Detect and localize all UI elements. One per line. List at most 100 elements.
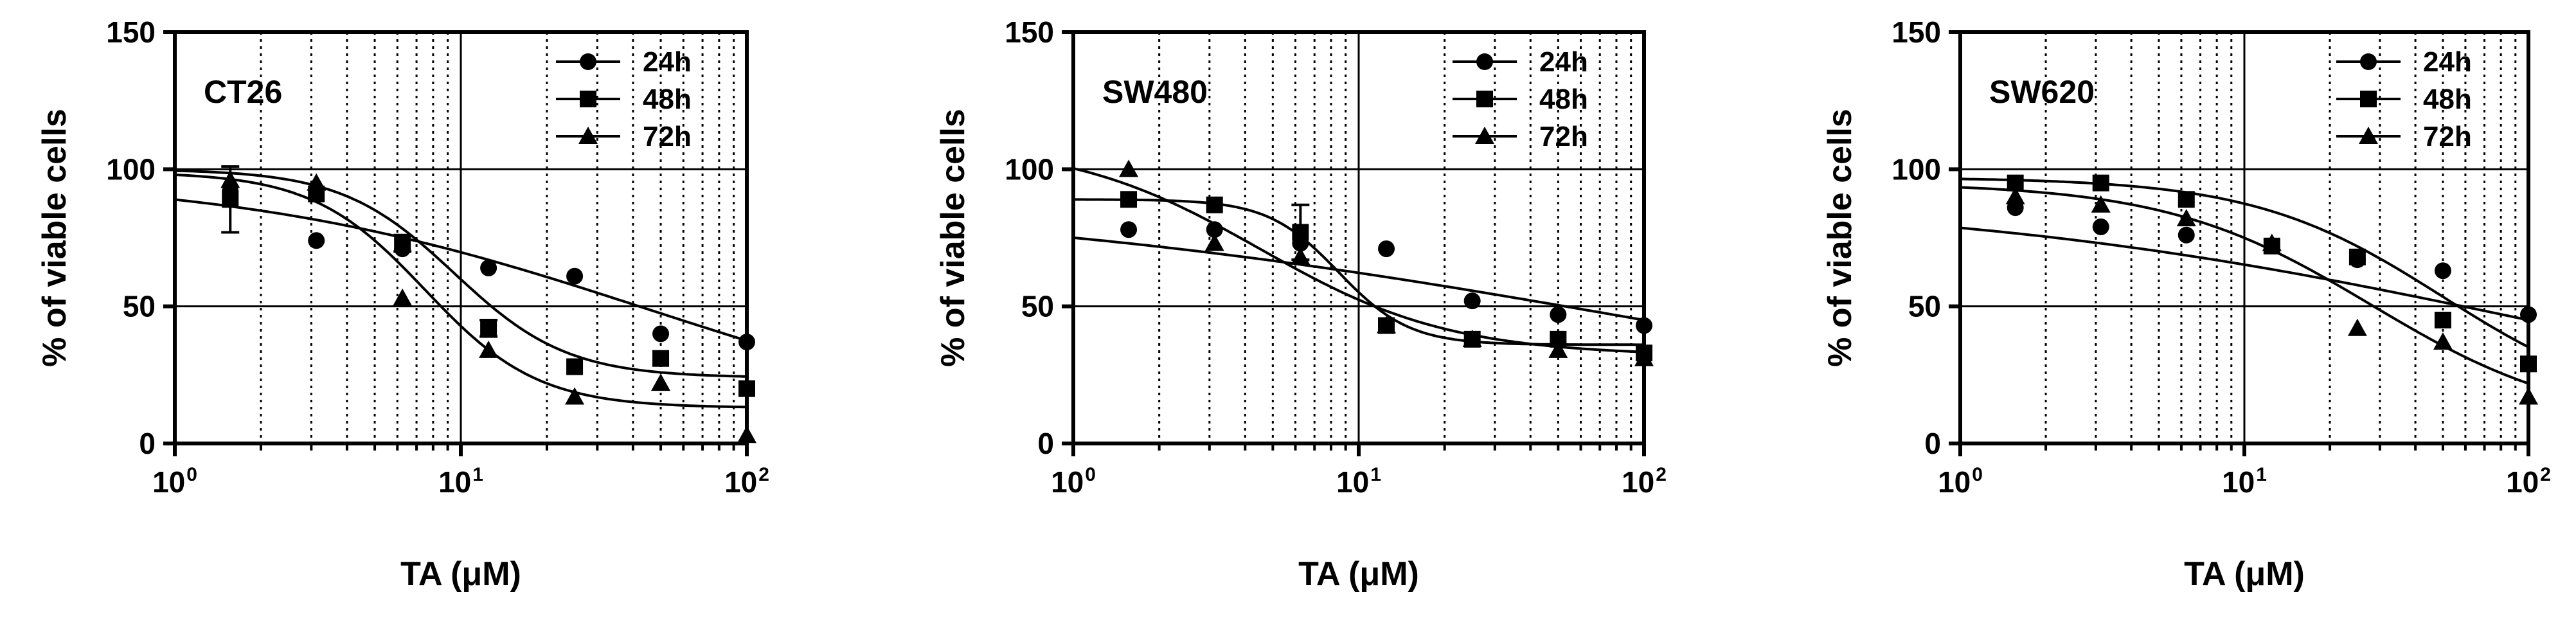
- panel-sw480: 0 50 100 150 100 101 102 TA (μM) % of viable cel…: [935, 15, 1667, 593]
- data-point-72h: [1377, 316, 1397, 334]
- data-point-48h: [1292, 224, 1309, 241]
- x-tick-label: 102: [2506, 464, 2551, 499]
- panel-title: SW480: [1102, 74, 1208, 110]
- legend-marker-24h: [1476, 53, 1493, 70]
- panel-title: SW620: [1989, 74, 2095, 110]
- x-tick-label: 101: [1336, 464, 1381, 499]
- data-point-48h: [222, 191, 239, 208]
- data-point-48h: [2348, 248, 2366, 265]
- legend-label: 48h: [1539, 84, 1588, 115]
- data-point-24h: [308, 232, 325, 249]
- data-point-24h: [480, 259, 497, 276]
- data-point-72h: [1462, 329, 1482, 347]
- legend-label: 48h: [2423, 84, 2472, 115]
- data-point-48h: [652, 350, 670, 367]
- data-point-24h: [1206, 221, 1223, 238]
- y-axis-label: % of viable cells: [36, 109, 73, 367]
- legend-label: 72h: [1539, 121, 1588, 152]
- legend-label: 72h: [2423, 121, 2472, 152]
- data-point-24h: [566, 267, 584, 285]
- data-point-24h: [2434, 262, 2451, 280]
- y-tick-label: 150: [106, 15, 156, 49]
- data-point-24h: [738, 334, 755, 351]
- data-point-72h: [1204, 233, 1224, 251]
- y-tick-label: 0: [1924, 427, 1941, 460]
- data-point-24h: [1550, 306, 1567, 323]
- x-tick-label: 102: [1622, 464, 1667, 499]
- legend-marker-48h: [580, 91, 596, 107]
- data-point-48h: [2520, 355, 2537, 373]
- y-tick-label: 0: [139, 427, 156, 460]
- legend-marker-48h: [2360, 91, 2377, 107]
- data-point-72h: [565, 387, 585, 405]
- fit-curve-72h: [174, 173, 747, 409]
- data-point-72h: [2005, 187, 2025, 204]
- data-point-48h: [738, 380, 755, 397]
- data-point-72h: [220, 170, 240, 188]
- y-tick-label: 50: [1021, 290, 1054, 323]
- y-tick-label: 100: [106, 152, 156, 186]
- legend-marker-24h: [580, 53, 596, 70]
- fit-curve-72h: [1960, 186, 2529, 385]
- data-point-72h: [307, 173, 326, 191]
- x-tick-label: 100: [1051, 464, 1096, 499]
- data-point-72h: [2176, 209, 2196, 227]
- data-point-72h: [737, 425, 756, 443]
- fit-curve-24h: [174, 198, 747, 343]
- data-point-48h: [394, 235, 411, 252]
- data-point-48h: [2092, 174, 2109, 192]
- data-point-72h: [2262, 233, 2282, 251]
- legend: 24h 48h 72h: [1453, 46, 1588, 152]
- x-axis-label: TA (μM): [2184, 555, 2305, 593]
- legend-marker-24h: [2360, 53, 2377, 70]
- panel-ct26: 0 50 100 150 100 101 102 TA (μM) % of viable cel…: [36, 15, 769, 593]
- y-tick-label: 50: [123, 290, 156, 323]
- x-axis-label: TA (μM): [1298, 555, 1419, 593]
- x-tick-label: 101: [438, 464, 483, 499]
- fit-curve-24h: [1073, 236, 1645, 321]
- data-point-48h: [566, 358, 584, 375]
- data-point-72h: [2091, 195, 2111, 213]
- legend: 24h 48h 72h: [556, 46, 692, 152]
- fit-curve-72h: [1073, 166, 1645, 353]
- panel-sw620: 0 50 100 150 100 101 102 TA (μM) % of viable cel…: [1821, 15, 2551, 593]
- fit-curve-24h: [1960, 226, 2529, 321]
- y-axis-label: % of viable cells: [935, 109, 972, 367]
- legend-label: 24h: [643, 46, 692, 78]
- data-point-72h: [1548, 340, 1568, 358]
- data-point-24h: [1378, 240, 1395, 258]
- data-point-72h: [479, 340, 499, 358]
- legend-label: 24h: [2423, 46, 2472, 78]
- data-point-72h: [2433, 332, 2453, 350]
- data-point-48h: [1120, 191, 1138, 208]
- x-tick-label: 100: [1938, 464, 1983, 499]
- data-point-72h: [651, 373, 671, 391]
- legend-marker-72h: [2359, 127, 2378, 144]
- y-tick-label: 100: [1005, 152, 1054, 186]
- y-axis-label: % of viable cells: [1821, 109, 1859, 367]
- y-tick-label: 100: [1892, 152, 1941, 186]
- y-tick-label: 50: [1908, 290, 1941, 323]
- data-point-48h: [2434, 312, 2451, 328]
- x-axis-label: TA (μM): [400, 555, 521, 593]
- data-point-72h: [2519, 387, 2538, 405]
- data-point-72h: [393, 288, 413, 306]
- legend-marker-72h: [1475, 127, 1494, 144]
- data-point-24h: [1463, 292, 1481, 310]
- data-point-72h: [1119, 159, 1139, 177]
- x-tick-label: 100: [152, 464, 197, 499]
- fit-curve-48h: [1960, 177, 2529, 348]
- data-point-48h: [480, 319, 497, 337]
- data-point-72h: [1291, 247, 1310, 265]
- data-point-24h: [1120, 221, 1138, 238]
- legend-label: 72h: [643, 121, 692, 152]
- y-tick-label: 150: [1005, 15, 1054, 49]
- data-point-24h: [652, 325, 670, 343]
- y-tick-label: 150: [1892, 15, 1941, 49]
- y-tick-label: 0: [1037, 427, 1054, 460]
- data-point-24h: [2520, 306, 2537, 323]
- legend-marker-72h: [578, 127, 598, 144]
- fit-curve-48h: [174, 169, 747, 378]
- data-point-24h: [1636, 317, 1652, 334]
- legend-label: 24h: [1539, 46, 1588, 78]
